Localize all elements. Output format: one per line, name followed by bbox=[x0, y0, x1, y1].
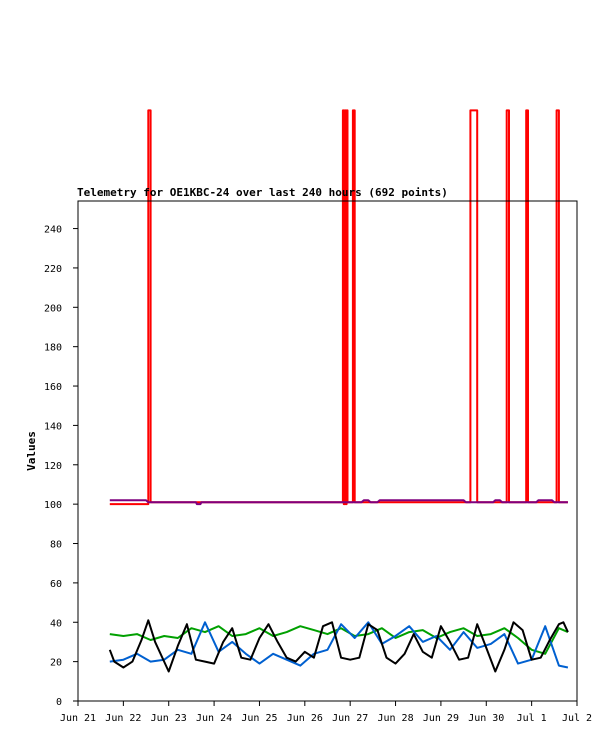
series-line-3 bbox=[109, 621, 569, 669]
y-tick-label: 140 bbox=[44, 421, 62, 432]
x-tick-label: Jun 29 bbox=[423, 713, 459, 724]
series-line-4 bbox=[108, 619, 569, 673]
y-tick-label: 80 bbox=[50, 540, 62, 551]
y-tick-label: 60 bbox=[50, 579, 62, 590]
y-tick-label: 160 bbox=[44, 382, 62, 393]
x-tick-label: Jul 2 bbox=[562, 713, 592, 724]
y-axis-label: Values bbox=[25, 431, 38, 471]
x-tick-label: Jun 27 bbox=[332, 713, 368, 724]
series-line-1 bbox=[109, 499, 568, 506]
y-tick-label: 120 bbox=[44, 461, 62, 472]
y-tick-label: 240 bbox=[44, 225, 62, 236]
y-tick-label: 100 bbox=[44, 500, 62, 511]
x-tick-label: Jun 25 bbox=[241, 713, 277, 724]
y-tick-label: 220 bbox=[44, 264, 62, 275]
chart-title: Telemetry for OE1KBC-24 over last 240 ho… bbox=[77, 186, 448, 199]
y-tick-label: 180 bbox=[44, 343, 62, 354]
x-tick-label: Jun 28 bbox=[377, 713, 413, 724]
x-tick-label: Jun 30 bbox=[468, 713, 504, 724]
series-line-2 bbox=[109, 625, 569, 655]
x-tick-label: Jul 1 bbox=[517, 713, 547, 724]
series-line-0 bbox=[109, 109, 568, 506]
x-tick-label: Jun 23 bbox=[151, 713, 187, 724]
series-layer bbox=[108, 109, 569, 673]
plot-frame bbox=[77, 200, 578, 702]
x-tick-label: Jun 26 bbox=[287, 713, 323, 724]
axis-layer: 0 20 40 60 80 100 120 140 160 180 200 220 240 Jun 21 J… bbox=[44, 225, 592, 724]
y-tick-label: 200 bbox=[44, 303, 62, 314]
y-tick-label: 40 bbox=[50, 618, 62, 629]
x-tick-label: Jun 22 bbox=[105, 713, 141, 724]
x-tick-label: Jun 24 bbox=[196, 713, 232, 724]
y-tick-label: 20 bbox=[50, 658, 62, 669]
x-tick-label: Jun 21 bbox=[60, 713, 96, 724]
y-tick-label: 0 bbox=[56, 697, 62, 708]
